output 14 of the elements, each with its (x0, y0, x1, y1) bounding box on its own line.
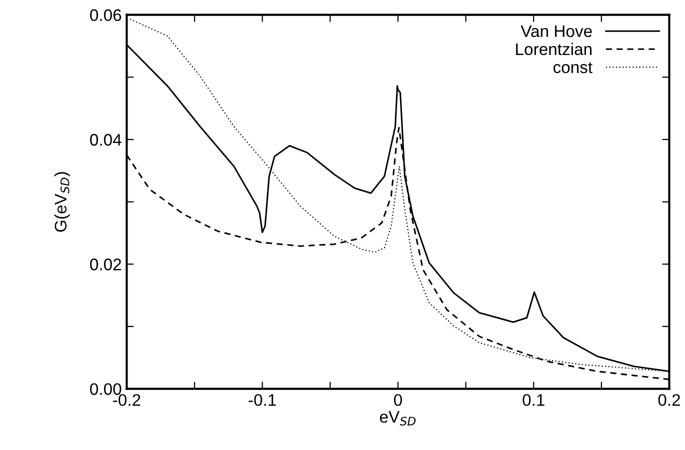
legend-label: const (553, 62, 592, 74)
legend-label: Van Hove (520, 25, 592, 38)
x-tick-label: 0 (394, 394, 402, 406)
x-tick-label: 0.2 (658, 394, 680, 406)
x-tick-label: -0.1 (248, 394, 276, 406)
x-tick-label: 0.1 (522, 394, 544, 406)
y-tick-label: 0.06 (90, 9, 122, 22)
y-axis-title: G(eV$_{SD}$) (54, 172, 70, 232)
y-tick-label: 0.02 (90, 258, 122, 270)
y-tick-label: 0.04 (90, 134, 122, 146)
x-tick-label: -0.2 (113, 394, 140, 406)
x-axis-title: eV$_{SD}$ (380, 411, 416, 426)
legend-label: Lorentzian (516, 42, 592, 56)
y-tick-label: 0.00 (90, 383, 122, 396)
